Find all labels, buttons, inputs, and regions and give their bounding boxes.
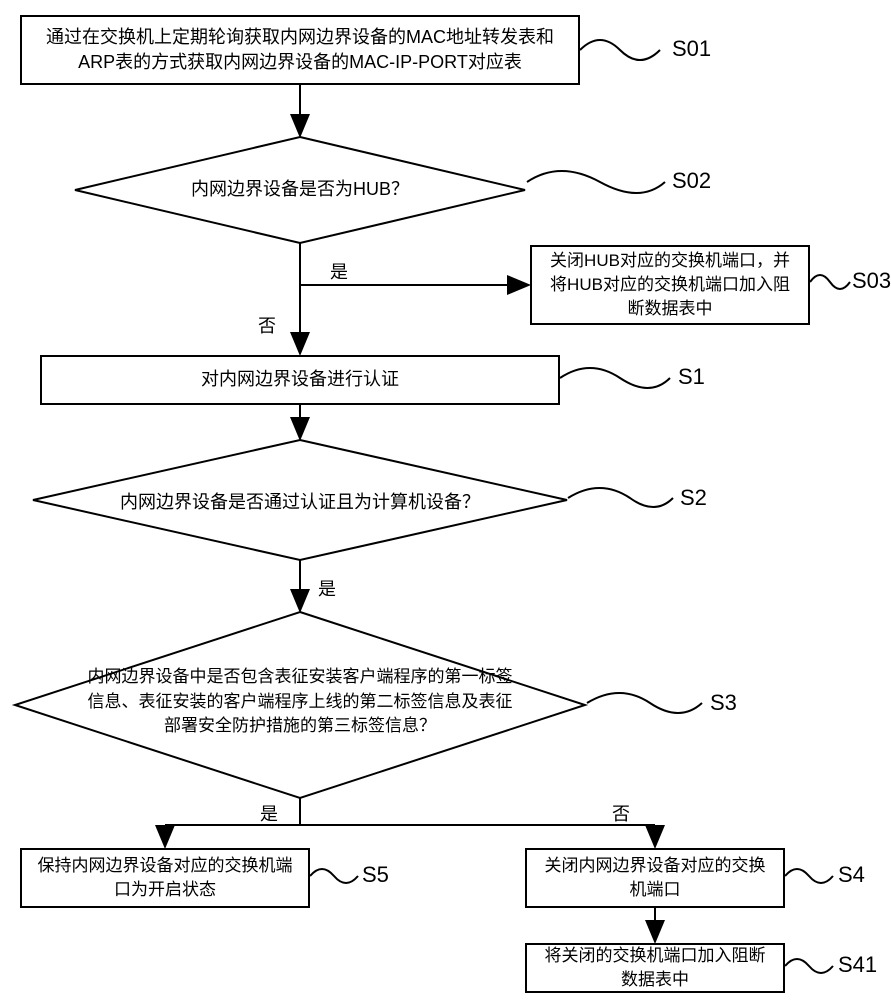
edge-s02-yes: 是	[330, 258, 348, 284]
node-s2-text: 内网边界设备是否通过认证且为计算机设备？	[120, 492, 480, 512]
node-s5-text: 保持内网边界设备对应的交换机端口为开启状态	[34, 854, 296, 902]
label-s3: S3	[710, 690, 737, 716]
label-s02: S02	[672, 168, 711, 194]
node-s41-text: 将关闭的交换机端口加入阻断数据表中	[539, 944, 771, 992]
node-s5: 保持内网边界设备对应的交换机端口为开启状态	[20, 848, 310, 908]
node-s2-text-wrap: 内网边界设备是否通过认证且为计算机设备？	[90, 488, 510, 514]
node-s3-text: 内网边界设备中是否包含表征安装客户端程序的第一标签信息、表征安装的客户端程序上线…	[88, 667, 513, 735]
edge-s02-no: 否	[258, 312, 276, 338]
edge-s2-yes: 是	[318, 575, 336, 601]
label-s5: S5	[362, 862, 389, 888]
label-s2: S2	[680, 485, 707, 511]
node-s03-text: 关闭HUB对应的交换机端口，并将HUB对应的交换机端口加入阻断数据表中	[544, 249, 796, 320]
node-s4: 关闭内网边界设备对应的交换机端口	[525, 848, 785, 908]
node-s02-text-wrap: 内网边界设备是否为HUB？	[120, 175, 480, 201]
node-s01: 通过在交换机上定期轮询获取内网边界设备的MAC地址转发表和ARP表的方式获取内网…	[20, 15, 580, 85]
node-s3-text-wrap: 内网边界设备中是否包含表征安装客户端程序的第一标签信息、表征安装的客户端程序上线…	[85, 665, 515, 739]
edge-s3-yes: 是	[260, 800, 278, 826]
label-s03: S03	[852, 268, 891, 294]
node-s41: 将关闭的交换机端口加入阻断数据表中	[525, 943, 785, 993]
node-s02-text: 内网边界设备是否为HUB？	[191, 179, 409, 199]
node-s4-text: 关闭内网边界设备对应的交换机端口	[539, 854, 771, 902]
edge-s3-no: 否	[612, 800, 630, 826]
node-s1-text: 对内网边界设备进行认证	[201, 367, 399, 392]
label-s01: S01	[672, 36, 711, 62]
label-s41: S41	[838, 952, 877, 978]
label-s1: S1	[678, 364, 705, 390]
node-s1: 对内网边界设备进行认证	[40, 355, 560, 405]
node-s01-text: 通过在交换机上定期轮询获取内网边界设备的MAC地址转发表和ARP表的方式获取内网…	[34, 25, 566, 75]
label-s4: S4	[838, 862, 865, 888]
node-s03: 关闭HUB对应的交换机端口，并将HUB对应的交换机端口加入阻断数据表中	[530, 245, 810, 325]
